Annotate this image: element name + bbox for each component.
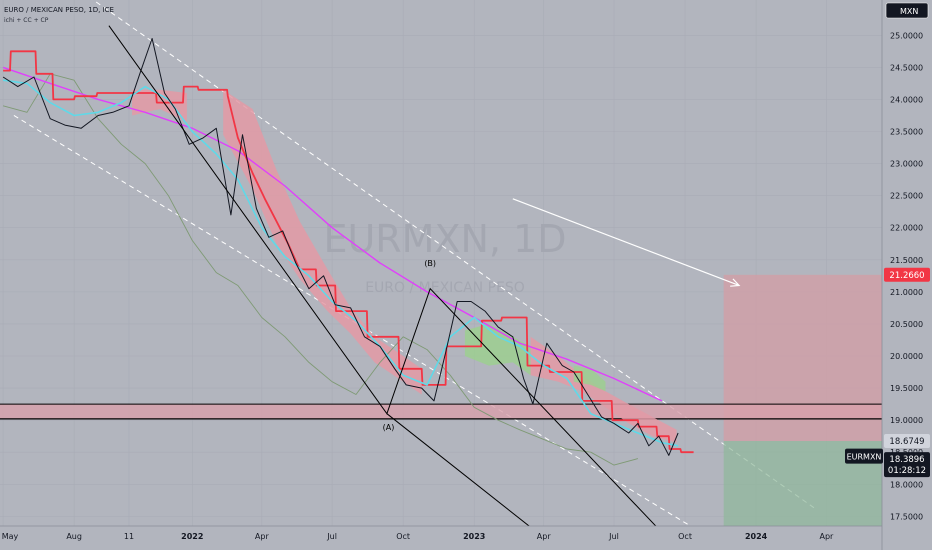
series-price[interactable] <box>2 38 679 456</box>
y-tick-label-10: 22.5000 <box>890 192 923 201</box>
cloud-segment-3 <box>530 336 677 443</box>
series-conversion-line[interactable] <box>2 79 679 447</box>
y-tick-label-12: 23.5000 <box>890 128 923 137</box>
x-tick-label-12: Apr <box>819 532 834 541</box>
y-tick-label-3: 19.0000 <box>890 416 923 425</box>
last-price-label-text-1: 01:28:12 <box>888 466 926 476</box>
y-tick-label-6: 20.5000 <box>890 320 923 329</box>
x-tick-label-2: 11 <box>124 532 134 541</box>
y-tick-label-13: 24.0000 <box>890 95 923 104</box>
y-tick-label-11: 23.0000 <box>890 160 923 169</box>
watermark-description: EURO / MEXICAN PESO <box>365 280 525 296</box>
target-price-label-text-0: 21.2660 <box>889 271 924 281</box>
last-price-label-box <box>884 452 930 478</box>
series-base-line[interactable] <box>3 50 694 454</box>
cloud-segment-1 <box>223 89 422 395</box>
series-long-ma[interactable] <box>2 66 663 402</box>
currency-badge-text: MXN <box>900 7 918 16</box>
series-lagging-span[interactable] <box>2 73 639 466</box>
x-tick-label-4: Apr <box>255 532 270 541</box>
symbol-tag-text: EURMXN <box>847 453 882 462</box>
x-tick-label-9: Jul <box>608 532 619 541</box>
y-tick-label-14: 24.5000 <box>890 63 923 72</box>
y-tick-label-8: 21.5000 <box>890 256 923 265</box>
target-price-label-box <box>884 267 930 282</box>
x-tick-label-8: Apr <box>537 532 552 541</box>
support-zone[interactable] <box>0 404 882 419</box>
symbol-tag-box <box>845 448 883 464</box>
indicator-legend: ichi + CC + CP <box>4 17 49 24</box>
channel-line-0[interactable] <box>89 0 818 511</box>
entry-price-label-text-0: 18.6749 <box>889 437 924 447</box>
x-tick-label-10: Oct <box>678 532 692 541</box>
x-tick-label-7: 2023 <box>463 532 485 541</box>
x-tick-label-1: Aug <box>66 532 82 541</box>
y-tick-label-15: 25.0000 <box>890 31 923 40</box>
projection-arrow-head <box>730 278 741 287</box>
x-tick-label-0: May <box>2 532 19 541</box>
entry-price-label-box <box>884 434 930 449</box>
x-tick-label-11: 2024 <box>745 532 768 541</box>
y-tick-label-1: 18.0000 <box>890 480 923 489</box>
symbol-title: EURO / MEXICAN PESO, 1D, ICE <box>4 6 114 14</box>
y-tick-label-9: 22.0000 <box>890 224 923 233</box>
x-tick-label-6: Oct <box>396 532 410 541</box>
y-tick-label-5: 20.0000 <box>890 352 923 361</box>
channel-line-1[interactable] <box>13 115 759 550</box>
last-price-label-text-0: 18.3896 <box>889 455 924 465</box>
watermark-symbol: EURMXN, 1D <box>323 217 566 261</box>
y-tick-label-7: 21.0000 <box>890 288 923 297</box>
wave-line-0[interactable] <box>108 25 660 530</box>
x-tick-label-3: 2022 <box>181 532 203 541</box>
currency-badge[interactable] <box>885 2 929 19</box>
cloud-segment-0 <box>132 89 187 122</box>
wave-label-0: (A) <box>383 423 395 432</box>
y-tick-label-0: 17.5000 <box>890 512 923 521</box>
y-tick-label-4: 19.5000 <box>890 384 923 393</box>
wave-label-1: (B) <box>424 259 436 268</box>
x-axis-panel <box>0 526 932 550</box>
x-tick-label-5: Jul <box>326 532 337 541</box>
projection-arrow[interactable] <box>512 198 740 287</box>
